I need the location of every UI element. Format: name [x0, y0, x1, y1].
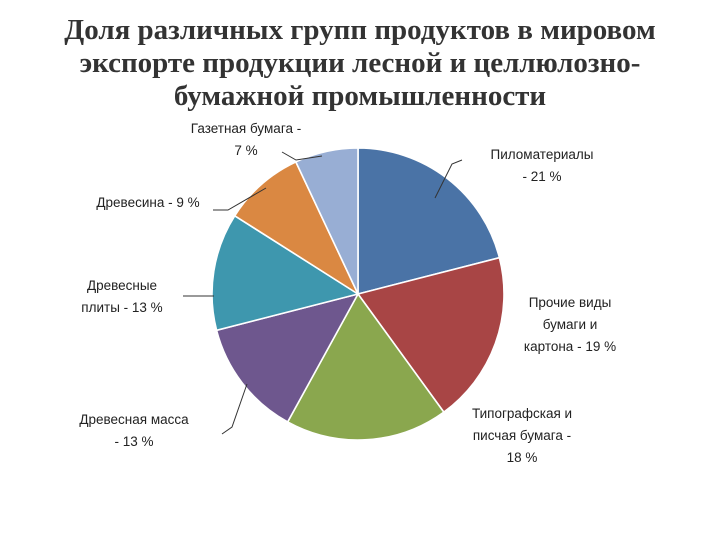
- leader-line-1: [434, 159, 463, 199]
- slice-label-line: писчая бумага -: [473, 428, 571, 443]
- slice-label-1: Пиломатериалы - 21 %: [491, 147, 594, 184]
- slice-label-line: - 13 %: [114, 434, 153, 449]
- chart-title-line-3: бумажной промышленности: [173, 80, 547, 112]
- slice-label-line: Типографская и: [472, 406, 572, 421]
- leader-line-4: [221, 383, 248, 435]
- chart-title-line-1: Доля различных групп продуктов в мировом: [64, 14, 656, 46]
- slice-label-line: картона - 19 %: [524, 339, 616, 354]
- slice-label-2: Прочие виды бумаги и картона - 19 %: [524, 295, 616, 354]
- chart-title: Доля различных групп продуктов в мировом…: [0, 14, 720, 113]
- slice-label-6: Древесина - 9 %: [96, 195, 199, 210]
- pie-slice-4: [215, 292, 360, 424]
- pie-slice-3: [286, 292, 445, 441]
- leader-line-7: [281, 151, 323, 161]
- slice-label-line: 7 %: [234, 143, 257, 158]
- leader-line-6: [213, 187, 267, 211]
- slice-label-line: - 21 %: [522, 169, 561, 184]
- slice-label-4: Древесная масса - 13 %: [79, 412, 189, 449]
- slice-label-line: Древесные: [87, 278, 157, 293]
- pie-slice-6: [233, 160, 360, 297]
- slice-label-line: Пиломатериалы: [491, 147, 594, 162]
- slice-label-line: Древесина - 9 %: [96, 195, 199, 210]
- slice-label-line: Древесная масса: [79, 412, 189, 427]
- slice-label-line: Прочие виды: [529, 295, 612, 310]
- slice-label-7: Газетная бумага - 7 %: [191, 121, 301, 158]
- slice-label-line: 18 %: [507, 450, 538, 465]
- slice-label-line: бумаги и: [543, 317, 598, 332]
- pie-slice-1: [357, 147, 501, 296]
- pie-slice-2: [356, 256, 505, 414]
- slice-label-5: Древесные плиты - 13 %: [81, 278, 162, 315]
- slice-label-line: плиты - 13 %: [81, 300, 162, 315]
- slice-label-3: Типографская и писчая бумага - 18 %: [472, 406, 572, 465]
- pie-slice-5: [211, 214, 360, 332]
- chart-title-line-2: экспорте продукции лесной и целлюлозно-: [79, 47, 641, 79]
- pie-slice-7: [294, 147, 359, 295]
- slice-label-line: Газетная бумага -: [191, 121, 301, 136]
